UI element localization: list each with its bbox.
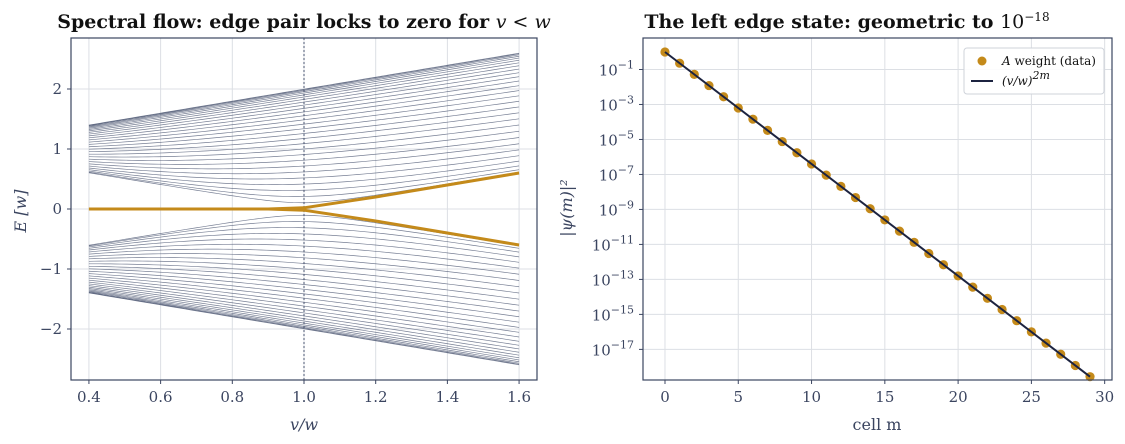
right-chart: The left edge state: geometric to 10−18 … — [557, 10, 1114, 434]
right-y-tick-label: 10−5 — [599, 128, 634, 149]
left-x-tick-label: 0.6 — [149, 388, 173, 406]
left-x-tick-label: 0.4 — [77, 388, 101, 406]
right-y-tick-label: 10−9 — [599, 198, 634, 219]
right-y-tick-label: 10−13 — [592, 268, 634, 289]
right-x-tick-label: 25 — [1022, 388, 1041, 406]
edge-state-line — [88, 207, 520, 247]
right-y-tick-label: 10−15 — [592, 303, 634, 324]
left-y-tick-label: 2 — [52, 80, 62, 98]
right-x-tick-label: 5 — [733, 388, 743, 406]
bulk-band-line — [88, 290, 520, 361]
right-x-tick-label: 0 — [660, 388, 670, 406]
left-y-tick-label: 1 — [52, 140, 62, 158]
legend-marker-data — [977, 56, 987, 66]
legend-label-data: A weight (data) — [1001, 54, 1096, 68]
left-chart: Spectral flow: edge pair locks to zero f… — [11, 11, 551, 434]
bulk-band-line — [88, 292, 520, 366]
right-x-tick-label: 30 — [1095, 388, 1114, 406]
bulk-band-line — [88, 160, 520, 185]
right-series — [660, 47, 1095, 382]
right-x-tick-label: 20 — [949, 388, 968, 406]
bulk-band-line — [88, 281, 520, 342]
bulk-band-line — [88, 273, 520, 323]
legend-box — [963, 47, 1105, 95]
right-y-tick-label: 10−3 — [599, 93, 634, 114]
left-y-tick-label: −1 — [40, 260, 62, 278]
bulk-band-line — [88, 233, 520, 258]
bulk-band-line — [88, 57, 520, 128]
left-tick-labels: 0.4 0.6 0.8 1.0 1.2 1.4 1.6 −2 −1 0 1 2 — [40, 80, 531, 406]
bulk-band-line — [88, 106, 520, 150]
bulk-band-line — [88, 253, 520, 281]
bulk-band-line — [88, 53, 520, 126]
bulk-band-line — [88, 137, 520, 165]
bulk-band-line — [88, 100, 520, 148]
right-y-tick-label: 10−11 — [592, 233, 634, 254]
left-y-tick-label: 0 — [52, 200, 62, 218]
bulk-band-line — [88, 260, 520, 294]
bulk-band-line — [88, 169, 520, 197]
bulk-band-line — [88, 76, 520, 137]
bulk-band-line — [88, 52, 520, 126]
bulk-band-line — [88, 292, 520, 365]
bulk-band-line — [88, 124, 520, 158]
left-x-tick-label: 1.2 — [364, 388, 388, 406]
bulk-band-line — [88, 155, 520, 180]
fit-line — [664, 51, 1091, 378]
left-bulk-bands — [88, 52, 520, 366]
left-y-tick-label: −2 — [40, 320, 62, 338]
bulk-band-line — [88, 270, 520, 318]
left-chart-title: Spectral flow: edge pair locks to zero f… — [57, 11, 551, 33]
right-tick-labels: 0 5 10 15 20 25 30 10−1 10−3 10−5 10−7 10−9 10−11 10−… — [592, 58, 1115, 406]
left-y-axis-label: E [w] — [11, 189, 30, 234]
right-x-axis-label: cell m — [853, 415, 902, 434]
bulk-band-line — [88, 72, 520, 135]
right-x-tick-label: 10 — [802, 388, 821, 406]
bulk-band-line — [88, 95, 520, 145]
right-chart-title: The left edge state: geometric to 10−18 — [644, 10, 1049, 33]
right-y-axis-label: |ψ(m)|² — [557, 179, 576, 236]
legend-label-fit: (v/w)2m — [1002, 69, 1050, 89]
bulk-band-line — [88, 238, 520, 263]
left-x-tick-label: 1.4 — [435, 388, 459, 406]
left-x-axis-label: v/w — [290, 415, 318, 434]
bulk-band-line — [88, 283, 520, 346]
left-x-tick-label: 0.8 — [220, 388, 244, 406]
right-grid — [643, 38, 1112, 380]
right-y-tick-label: 10−17 — [592, 338, 634, 359]
right-y-tick-label: 10−1 — [599, 58, 634, 79]
right-y-tick-label: 10−7 — [599, 163, 634, 184]
bulk-band-line — [88, 221, 520, 249]
left-edge-pair — [88, 171, 520, 247]
left-x-tick-label: 1.6 — [507, 388, 531, 406]
bulk-band-line — [88, 62, 520, 130]
right-legend: A weight (data) (v/w)2m — [963, 47, 1105, 95]
bulk-band-line — [88, 268, 520, 312]
left-x-tick-label: 1.0 — [292, 388, 316, 406]
bulk-band-line — [88, 288, 520, 356]
right-x-tick-label: 15 — [875, 388, 894, 406]
